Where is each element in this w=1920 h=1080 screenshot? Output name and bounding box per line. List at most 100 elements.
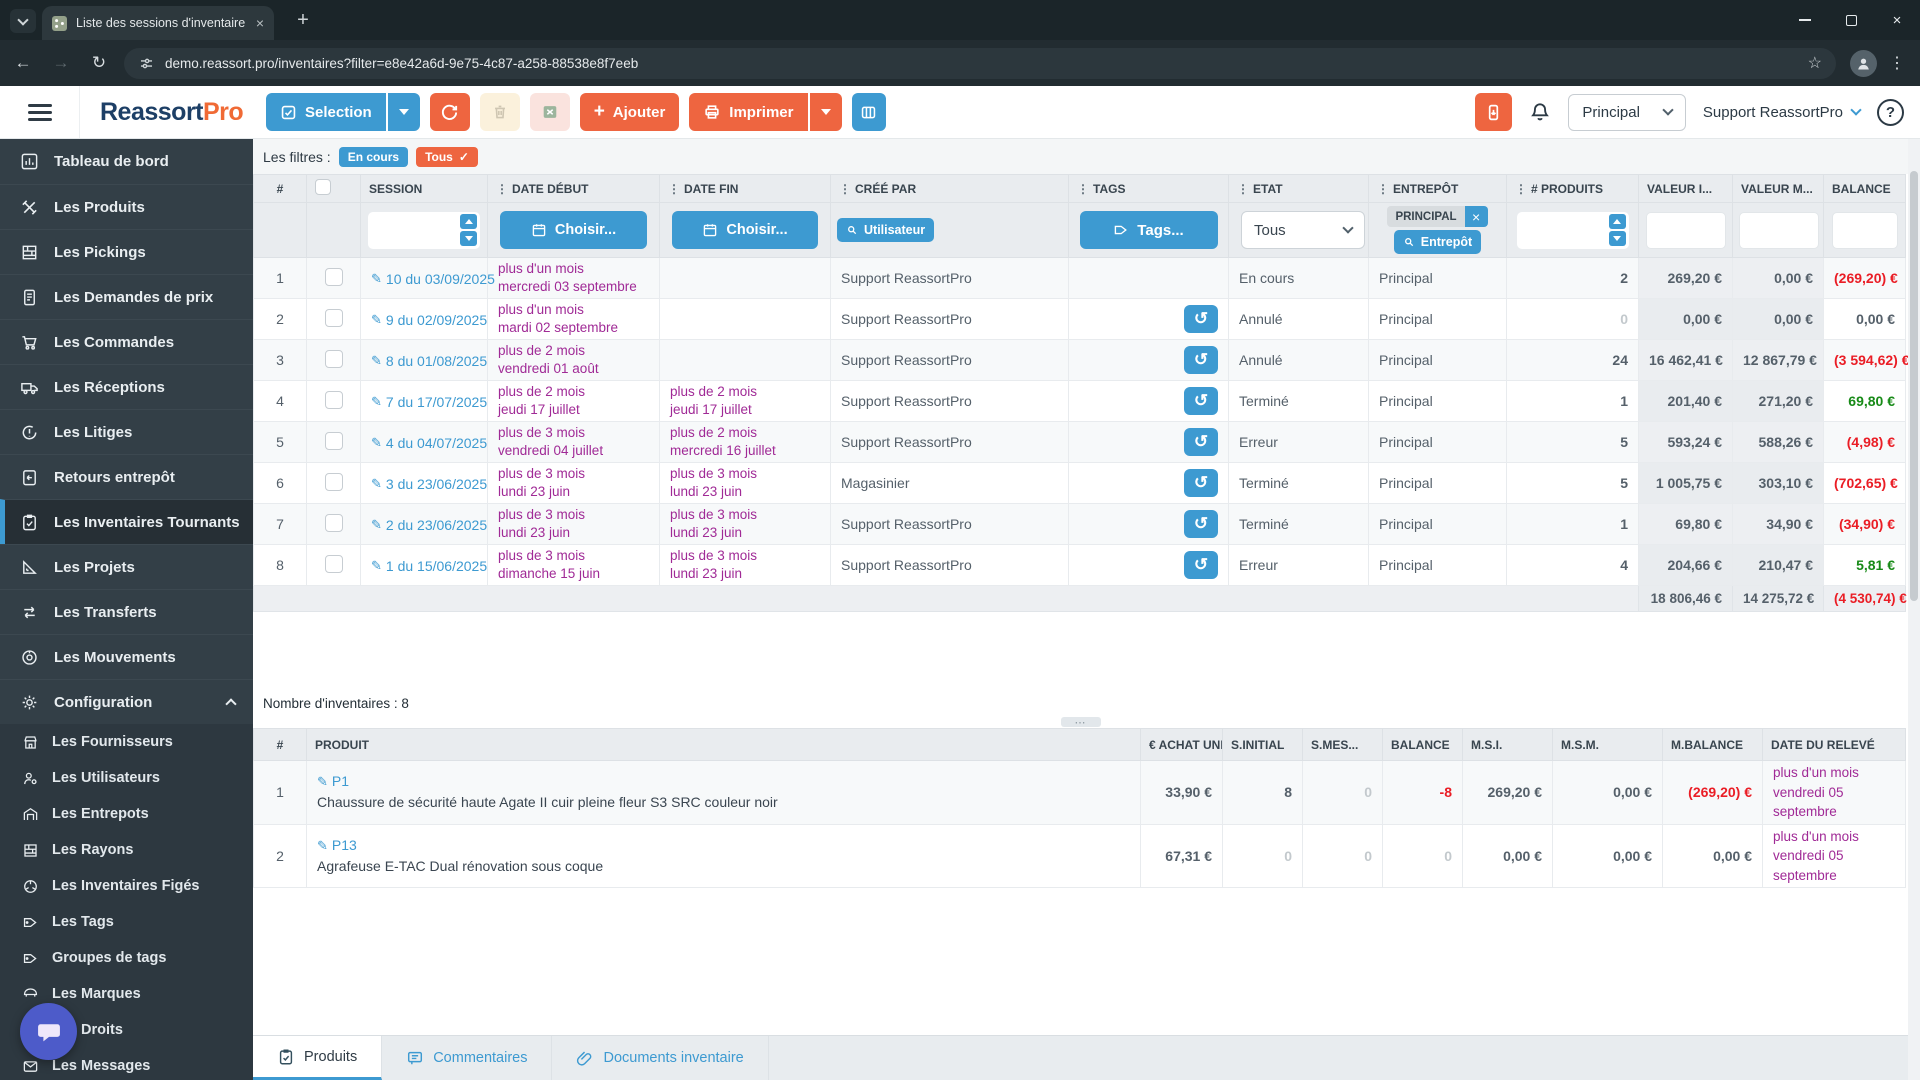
sidebar-item-les-pickings[interactable]: Les Pickings bbox=[0, 229, 253, 274]
product-link[interactable]: ✎ P1 bbox=[317, 773, 350, 790]
sidebar-item-les-transferts[interactable]: Les Transferts bbox=[0, 589, 253, 634]
restore-session-button[interactable]: ↺ bbox=[1184, 428, 1218, 456]
browser-menu-icon[interactable]: ⋮ bbox=[1889, 55, 1905, 72]
row-checkbox[interactable] bbox=[324, 431, 343, 450]
sidebar-item-les-tags[interactable]: Les Tags bbox=[0, 904, 253, 940]
sidebar-item-les-marques[interactable]: Les Marques bbox=[0, 976, 253, 1012]
reload-icon[interactable]: ↻ bbox=[91, 53, 107, 72]
warehouse-select[interactable]: Principal bbox=[1568, 93, 1686, 131]
col-balance[interactable]: BALANCE bbox=[1823, 174, 1906, 203]
selection-button[interactable]: Selection bbox=[266, 93, 386, 131]
browser-tab[interactable]: Liste des sessions d'inventaire × bbox=[42, 6, 274, 40]
date-debut-picker-button[interactable]: Choisir... bbox=[500, 211, 647, 249]
session-link[interactable]: ✎ 1 du 15/06/2025 bbox=[371, 557, 488, 574]
mobile-export-button[interactable] bbox=[1475, 93, 1513, 131]
restore-session-button[interactable]: ↺ bbox=[1184, 551, 1218, 579]
spin-up-button[interactable] bbox=[460, 214, 477, 229]
address-bar[interactable]: demo.reassort.pro/inventaires?filter=e8e… bbox=[124, 47, 1836, 79]
bookmark-star-icon[interactable]: ☆ bbox=[1807, 55, 1822, 72]
session-link[interactable]: ✎ 8 du 01/08/2025 bbox=[371, 352, 488, 369]
session-link[interactable]: ✎ 2 du 23/06/2025 bbox=[371, 516, 488, 533]
produits-filter-input[interactable] bbox=[1519, 215, 1608, 245]
splitter-grip[interactable]: ⋯ bbox=[1060, 717, 1101, 729]
etat-select[interactable]: Tous bbox=[1241, 211, 1365, 249]
user-filter-button[interactable]: Utilisateur bbox=[837, 218, 935, 242]
col-valeur-m[interactable]: VALEUR M... bbox=[1732, 174, 1824, 203]
notifications-bell-icon[interactable] bbox=[1529, 101, 1551, 123]
sidebar-item-les-receptions[interactable]: Les Réceptions bbox=[0, 364, 253, 409]
col-session[interactable]: SESSION bbox=[360, 174, 488, 203]
print-button[interactable]: Imprimer bbox=[689, 93, 808, 131]
sidebar-item-les-litiges[interactable]: Les Litiges bbox=[0, 409, 253, 454]
session-filter-input[interactable] bbox=[371, 215, 459, 245]
sidebar-item-les-commandes[interactable]: Les Commandes bbox=[0, 319, 253, 364]
window-maximize-button[interactable] bbox=[1828, 0, 1874, 40]
row-checkbox[interactable] bbox=[324, 513, 343, 532]
window-close-button[interactable]: × bbox=[1892, 11, 1902, 29]
col-valeur-i[interactable]: VALEUR I... bbox=[1638, 174, 1733, 203]
forward-icon[interactable]: → bbox=[52, 53, 70, 72]
tags-filter-button[interactable]: Tags... bbox=[1079, 211, 1218, 249]
remove-entrepot-filter-button[interactable]: × bbox=[1464, 206, 1488, 227]
tab-documents-inventaire[interactable]: Documents inventaire bbox=[552, 1036, 769, 1080]
new-tab-button[interactable]: + bbox=[297, 8, 309, 31]
restore-session-button[interactable]: ↺ bbox=[1184, 346, 1218, 374]
col-produits[interactable]: ⋮ # PRODUITS bbox=[1506, 174, 1639, 203]
spin-down-button[interactable] bbox=[460, 231, 477, 246]
row-checkbox[interactable] bbox=[324, 390, 343, 409]
spin-up-button[interactable] bbox=[1608, 214, 1626, 229]
row-checkbox[interactable] bbox=[324, 554, 343, 573]
sidebar-item-les-produits[interactable]: Les Produits bbox=[0, 184, 253, 229]
scrollbar-thumb[interactable] bbox=[1910, 171, 1918, 601]
select-all-checkbox[interactable] bbox=[315, 179, 331, 195]
restore-session-button[interactable]: ↺ bbox=[1184, 387, 1218, 415]
col-date-fin[interactable]: ⋮ DATE FIN bbox=[659, 174, 831, 203]
site-controls-icon[interactable] bbox=[138, 55, 155, 72]
spin-down-button[interactable] bbox=[1608, 231, 1626, 246]
sidebar-item-groupes-de-tags[interactable]: Groupes de tags bbox=[0, 940, 253, 976]
sidebar-item-les-demandes-de-prix[interactable]: Les Demandes de prix bbox=[0, 274, 253, 319]
date-fin-picker-button[interactable]: Choisir... bbox=[672, 211, 818, 249]
row-checkbox[interactable] bbox=[324, 472, 343, 491]
columns-button[interactable] bbox=[851, 93, 886, 131]
tab-search-chevron-icon[interactable] bbox=[10, 9, 36, 33]
sidebar-item-les-inventaires-tournants[interactable]: Les Inventaires Tournants bbox=[0, 499, 253, 544]
tab-produits[interactable]: Produits bbox=[253, 1036, 383, 1080]
restore-session-button[interactable]: ↺ bbox=[1184, 510, 1218, 538]
tab-commentaires[interactable]: Commentaires bbox=[382, 1036, 553, 1080]
row-checkbox[interactable] bbox=[324, 308, 343, 327]
product-link[interactable]: ✎ P13 bbox=[317, 837, 357, 854]
row-checkbox[interactable] bbox=[324, 349, 343, 368]
col-tags[interactable]: ⋮ TAGS bbox=[1068, 174, 1229, 203]
session-link[interactable]: ✎ 4 du 04/07/2025 bbox=[371, 434, 488, 451]
sidebar-item-les-inventaires-figes[interactable]: Les Inventaires Figés bbox=[0, 868, 253, 904]
chat-widget-button[interactable] bbox=[20, 1003, 77, 1060]
browser-profile-avatar[interactable] bbox=[1850, 49, 1877, 77]
add-button[interactable]: + Ajouter bbox=[579, 93, 680, 131]
valeur-i-filter-input[interactable] bbox=[1645, 211, 1726, 249]
refresh-button[interactable] bbox=[429, 93, 470, 131]
filter-chip-tous[interactable]: Tous ✓ bbox=[416, 146, 478, 167]
session-link[interactable]: ✎ 10 du 03/09/2025 bbox=[371, 270, 495, 287]
app-logo[interactable]: ReassortPro bbox=[100, 97, 244, 126]
col-etat[interactable]: ⋮ ETAT bbox=[1228, 174, 1369, 203]
col-cree-par[interactable]: ⋮ CRÉÉ PAR bbox=[830, 174, 1069, 203]
sidebar-item-les-projets[interactable]: Les Projets bbox=[0, 544, 253, 589]
sidebar-item-les-entrepots[interactable]: Les Entrepots bbox=[0, 796, 253, 832]
sidebar-item-les-messages[interactable]: Les Messages bbox=[0, 1048, 253, 1080]
entrepot-filter-button[interactable]: Entrepôt bbox=[1393, 230, 1482, 254]
sidebar-item-les-fournisseurs[interactable]: Les Fournisseurs bbox=[0, 724, 253, 760]
sidebar-item-les-rayons[interactable]: Les Rayons bbox=[0, 832, 253, 868]
balance-filter-input[interactable] bbox=[1831, 211, 1898, 249]
sidebar-item-configuration[interactable]: Configuration bbox=[0, 679, 253, 724]
produits-number-filter[interactable] bbox=[1516, 211, 1629, 249]
restore-session-button[interactable]: ↺ bbox=[1184, 305, 1218, 333]
session-link[interactable]: ✎ 3 du 23/06/2025 bbox=[371, 475, 488, 492]
sidebar-item-tableau-de-bord[interactable]: Tableau de bord bbox=[0, 139, 253, 184]
filter-chip-en-cours[interactable]: En cours bbox=[338, 146, 409, 167]
sidebar-item-les-mouvements[interactable]: Les Mouvements bbox=[0, 634, 253, 679]
user-menu[interactable]: Support ReassortPro bbox=[1703, 104, 1862, 121]
sidebar-item-retours-entrepot[interactable]: Retours entrepôt bbox=[0, 454, 253, 499]
selection-dropdown-button[interactable] bbox=[387, 93, 420, 131]
window-minimize-button[interactable] bbox=[1782, 0, 1828, 40]
